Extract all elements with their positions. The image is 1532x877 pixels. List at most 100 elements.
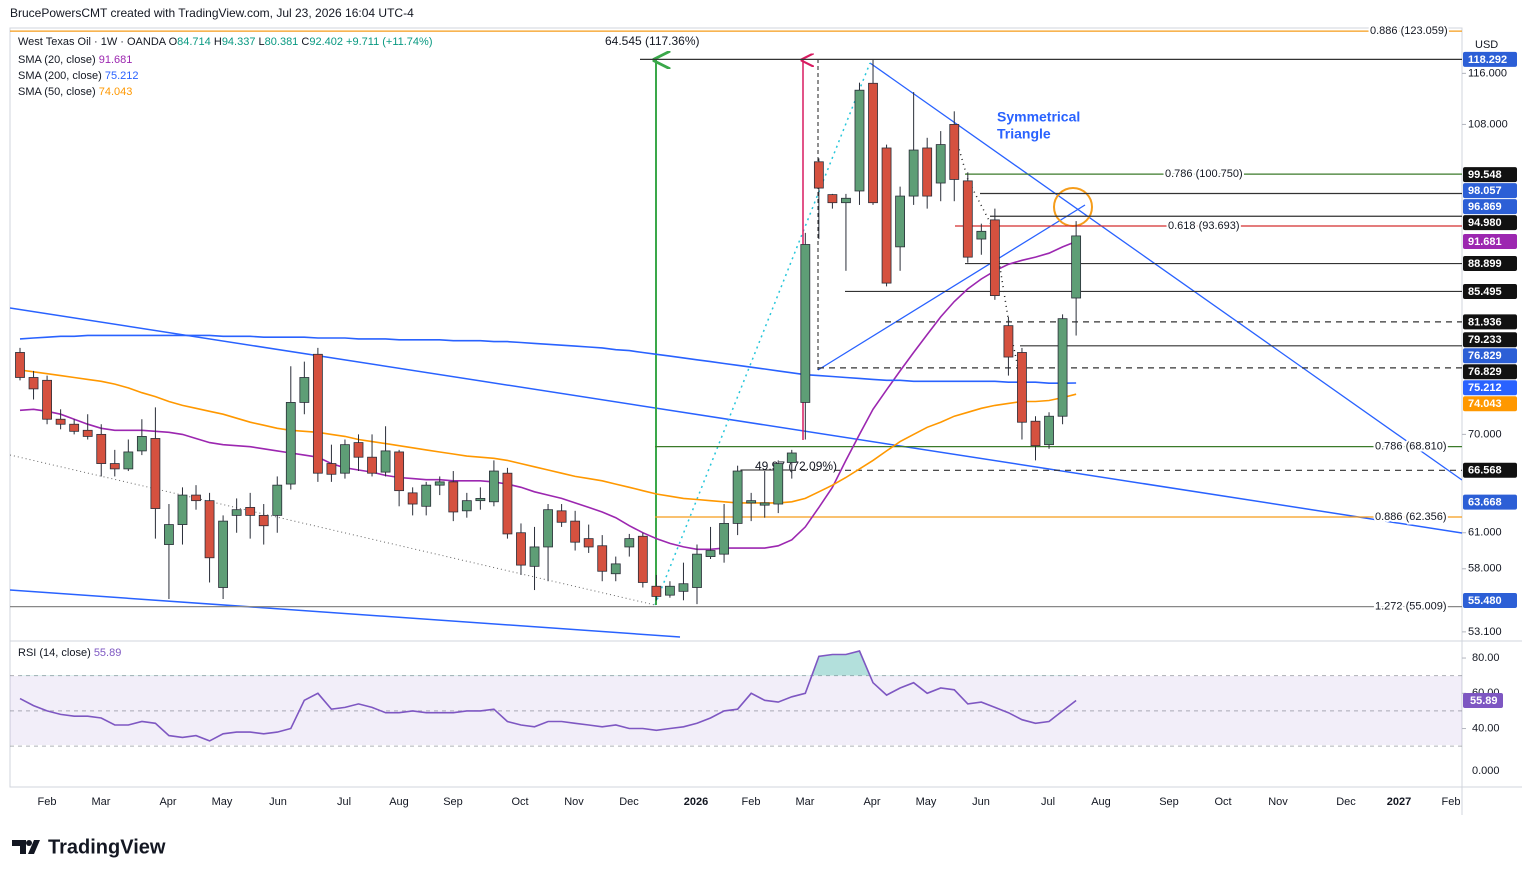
candle-body	[759, 502, 770, 506]
price-badge	[1463, 494, 1517, 510]
candle-body	[529, 546, 540, 567]
ohlc-value: 80.381	[264, 36, 299, 48]
x-tick-label: May	[212, 796, 233, 808]
currency-label: USD	[1475, 39, 1498, 51]
ohlc-label: C	[301, 36, 310, 48]
price-badge-label: 91.681	[1468, 236, 1502, 248]
candle-body	[908, 149, 919, 197]
triangle-upper	[869, 62, 1462, 481]
candle-body	[665, 585, 675, 596]
candle-body	[96, 433, 107, 464]
x-tick-label: Sep	[1159, 796, 1179, 808]
candle-body	[475, 498, 486, 502]
fib-level-label: 0.886 (123.059)	[1370, 25, 1448, 37]
change: +9.711 (+11.74%)	[346, 36, 433, 48]
candle-body	[407, 492, 418, 505]
candle-body	[692, 553, 702, 588]
rsi-badge-label: 55.89	[1470, 695, 1498, 707]
ohlc-value: 84.714	[177, 36, 211, 48]
candle-body	[204, 500, 215, 559]
price-badge	[1463, 462, 1517, 478]
x-tick-label: Oct	[511, 796, 528, 808]
candle-body	[353, 442, 364, 458]
logo: TradingView	[12, 836, 166, 858]
candle-body	[786, 452, 797, 463]
x-tick-label: Jun	[972, 796, 990, 808]
legend-name: SMA (50, close)	[18, 86, 96, 98]
price-badge	[1463, 396, 1517, 412]
candle-body	[299, 377, 310, 403]
price-badge-label: 79.233	[1468, 334, 1502, 346]
price-badge	[1463, 215, 1517, 231]
candle-body	[543, 509, 553, 548]
rsi-badge	[1463, 693, 1503, 709]
symbol: West Texas Oil · 1W · OANDA	[18, 36, 166, 48]
candle-body	[69, 423, 80, 432]
x-tick-label: Oct	[1214, 796, 1231, 808]
candle-body	[962, 180, 973, 258]
price-badge-label: 76.829	[1468, 350, 1502, 362]
candle-body	[367, 456, 377, 474]
candle-body	[1071, 235, 1082, 299]
price-badge	[1463, 380, 1517, 396]
annotation: 64.545 (117.36%)	[605, 34, 700, 48]
candle-body	[55, 418, 66, 425]
legend-value: 55.89	[93, 647, 122, 659]
candle-body	[949, 124, 960, 180]
candle-body	[136, 436, 147, 452]
price-badge-label: 55.480	[1468, 595, 1502, 607]
trend-line	[10, 589, 681, 638]
price-badge	[1463, 51, 1517, 67]
candle-body	[15, 352, 25, 378]
sma-line	[19, 240, 1077, 551]
candle-body	[245, 507, 256, 516]
y-tick-label: 70.000	[1468, 428, 1502, 440]
candle-body	[123, 451, 134, 470]
price-badge	[1463, 283, 1517, 299]
legend-value: 91.681	[98, 54, 133, 66]
fib-level-label: 0.786 (100.750)	[1165, 168, 1243, 180]
dotted-leg	[654, 62, 871, 606]
candle-body	[42, 379, 52, 420]
candle-body	[935, 144, 946, 184]
candle-body	[191, 494, 201, 502]
candle-body	[164, 524, 174, 545]
price-badge-label: 66.568	[1468, 465, 1502, 477]
x-tick-label: Mar	[92, 796, 111, 808]
price-badge-label: 88.899	[1468, 258, 1502, 270]
x-tick-label: Sep	[443, 796, 463, 808]
logo-icon	[26, 840, 32, 846]
candle-body	[488, 470, 499, 503]
logo-icon	[12, 840, 40, 854]
x-tick-label: Nov	[1268, 796, 1288, 808]
annotation: Symmetrical	[997, 109, 1080, 125]
candle-body	[340, 444, 350, 474]
dotted-leg	[10, 454, 656, 606]
candle-body	[976, 230, 987, 240]
candle-body	[272, 484, 283, 516]
price-badge-label: 75.212	[1468, 382, 1502, 394]
price-badge	[1463, 314, 1517, 330]
candle-body	[922, 147, 933, 197]
ohlc-label: H	[213, 36, 222, 48]
candle-body	[285, 402, 296, 485]
candle-body	[434, 481, 445, 486]
fib-level-label: 1.272 (55.009)	[1375, 601, 1447, 613]
sma-legend: SMA (200, close) 75.212	[18, 70, 138, 82]
price-badge	[1463, 364, 1517, 380]
candle-body	[448, 481, 459, 513]
price-badge	[1463, 593, 1517, 609]
rsi-tick-label: 40.00	[1472, 722, 1500, 734]
candle-body	[570, 520, 581, 543]
candle-body	[1017, 352, 1027, 423]
candle-body	[312, 353, 323, 474]
candle-body	[583, 538, 594, 548]
candle-body	[326, 463, 337, 475]
candle-body	[82, 429, 93, 437]
candle-body	[516, 532, 526, 566]
price-badge-label: 118.292	[1468, 54, 1507, 66]
candle-body	[150, 438, 161, 509]
candle-body	[394, 451, 405, 492]
price-badge-label: 74.043	[1468, 398, 1502, 410]
